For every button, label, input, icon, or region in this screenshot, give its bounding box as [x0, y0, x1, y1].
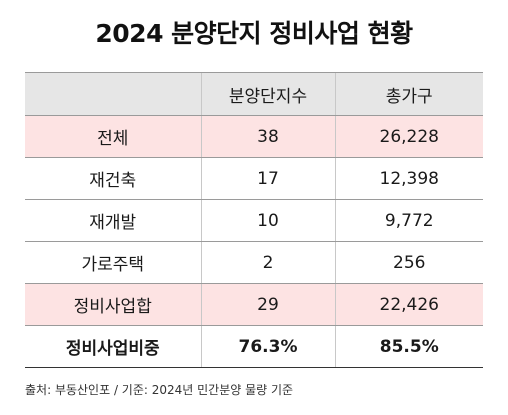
household-share: 85.5%	[334, 325, 483, 368]
complex-count: 17	[200, 157, 335, 200]
household-count: 9,772	[334, 199, 483, 242]
data-table: 분양단지수 총가구 전체 38 26,228 재건축 17 12,398 재개발…	[25, 72, 483, 368]
table-row-maintenance-share: 정비사업비중 76.3% 85.5%	[25, 325, 483, 368]
row-label: 가로주택	[25, 241, 201, 284]
table-row-maintenance-sum: 정비사업합 29 22,426	[25, 283, 483, 326]
complex-count: 2	[200, 241, 335, 284]
row-label: 정비사업합	[25, 283, 201, 326]
complex-count: 10	[200, 199, 335, 242]
table-row-total: 전체 38 26,228	[25, 115, 483, 158]
row-label: 정비사업비중	[25, 325, 201, 368]
complex-share: 76.3%	[200, 325, 335, 368]
table-row-reconstruction: 재건축 17 12,398	[25, 157, 483, 200]
table-row-redevelopment: 재개발 10 9,772	[25, 199, 483, 242]
source-note: 출처: 부동산인포 / 기준: 2024년 민간분양 물량 기준	[25, 383, 294, 397]
header-cell-complexes: 분양단지수	[200, 72, 335, 116]
household-count: 256	[334, 241, 483, 284]
complex-count: 38	[200, 115, 335, 158]
header-cell-households: 총가구	[334, 72, 483, 116]
complex-count: 29	[200, 283, 335, 326]
table-header-row: 분양단지수 총가구	[25, 72, 483, 116]
row-label: 전체	[25, 115, 201, 158]
page-title: 2024 분양단지 정비사업 현황	[95, 19, 413, 48]
table-row-street-housing: 가로주택 2 256	[25, 241, 483, 284]
household-count: 22,426	[334, 283, 483, 326]
row-label: 재건축	[25, 157, 201, 200]
household-count: 12,398	[334, 157, 483, 200]
household-count: 26,228	[334, 115, 483, 158]
row-label: 재개발	[25, 199, 201, 242]
header-cell-empty	[25, 72, 201, 116]
